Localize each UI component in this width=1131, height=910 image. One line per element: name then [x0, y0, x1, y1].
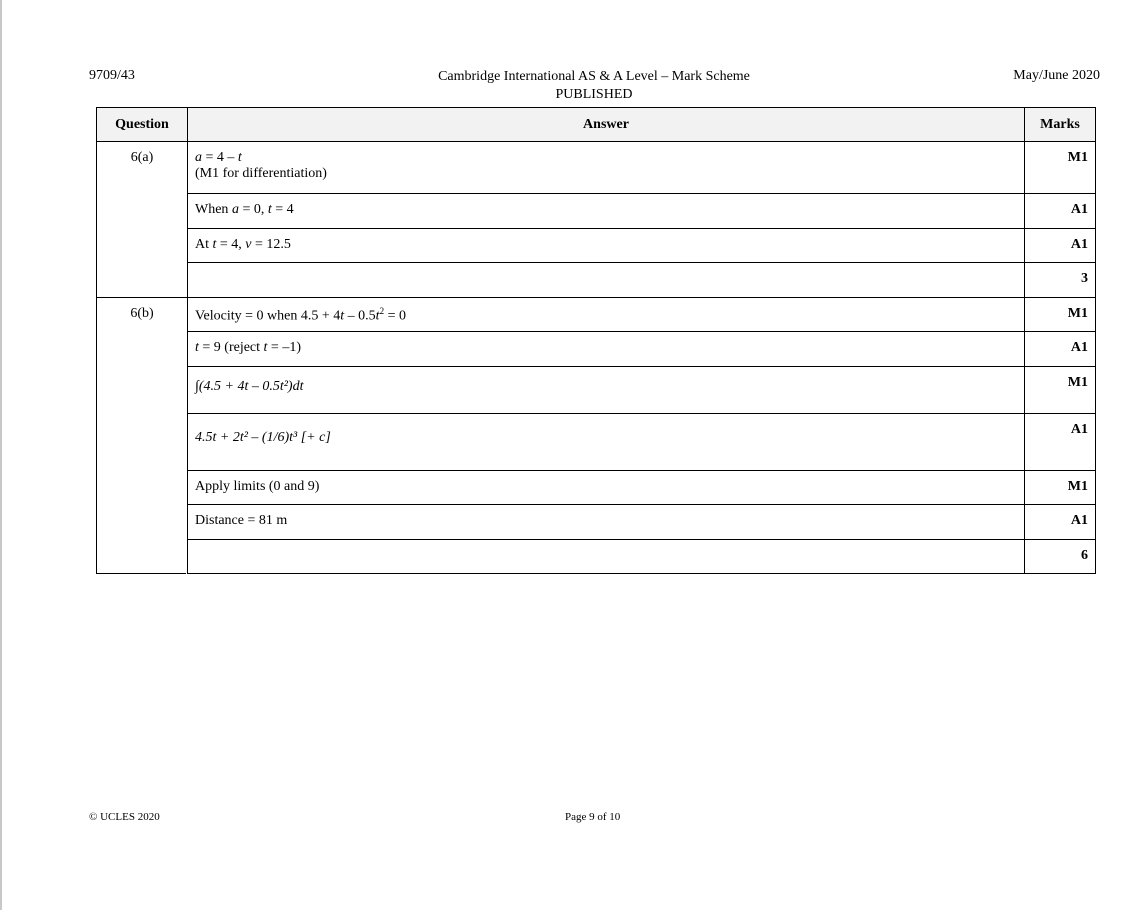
mark-cell: A1 — [1024, 331, 1096, 367]
session: May/June 2020 — [1013, 68, 1100, 83]
title-text: Cambridge International AS & A Level – M… — [438, 69, 750, 84]
answer-cell: 4.5t + 2t² – (1/6)t³ [+ c] — [187, 413, 1025, 471]
integrated-expression: 4.5t + 2t² – (1/6)t³ [+ c] — [195, 430, 331, 445]
mark-cell: M1 — [1024, 297, 1096, 332]
question-6a: 6(a) — [96, 141, 188, 298]
col-question: Question — [96, 107, 188, 142]
answer-cell: t = 9 (reject t = –1) — [187, 331, 1025, 367]
mark-cell: A1 — [1024, 228, 1096, 263]
viewer-left-border — [0, 0, 2, 910]
page-number: Page 9 of 10 — [565, 811, 621, 823]
mark-cell: M1 — [1024, 470, 1096, 505]
mark-cell: M1 — [1024, 366, 1096, 414]
question-6b: 6(b) — [96, 297, 188, 574]
answer-cell: a = 4 – t (M1 for differentiation) — [187, 141, 1025, 194]
mark-cell: A1 — [1024, 193, 1096, 229]
answer-cell: At t = 4, v = 12.5 — [187, 228, 1025, 263]
answer-note: (M1 for differentiation) — [195, 166, 327, 181]
answer-cell: ∫(4.5 + 4t – 0.5t²)dt — [187, 366, 1025, 414]
total-mark: 6 — [1024, 539, 1096, 574]
col-answer: Answer — [187, 107, 1025, 142]
answer-cell: When a = 0, t = 4 — [187, 193, 1025, 229]
published-label: PUBLISHED — [555, 87, 633, 102]
mark-cell: A1 — [1024, 413, 1096, 471]
answer-cell: Apply limits (0 and 9) — [187, 470, 1025, 505]
total-mark: 3 — [1024, 262, 1096, 298]
answer-cell: Velocity = 0 when 4.5 + 4t – 0.5t2 = 0 — [187, 297, 1025, 332]
copyright: © UCLES 2020 — [89, 811, 160, 823]
answer-cell: Distance = 81 m — [187, 504, 1025, 540]
mark-cell: M1 — [1024, 141, 1096, 194]
table-bottom-border — [96, 573, 186, 574]
paper-code: 9709/43 — [89, 68, 135, 83]
answer-cell — [187, 262, 1025, 298]
mark-scheme-table: Question Answer Marks 6(a) a = 4 – t (M1 for… — [96, 107, 1096, 574]
doc-title: Cambridge International AS & A Level – M… — [394, 68, 794, 104]
integral-expression: ∫(4.5 + 4t – 0.5t²)dt — [195, 379, 304, 394]
col-marks: Marks — [1024, 107, 1096, 142]
answer-cell — [187, 539, 1025, 574]
mark-cell: A1 — [1024, 504, 1096, 540]
